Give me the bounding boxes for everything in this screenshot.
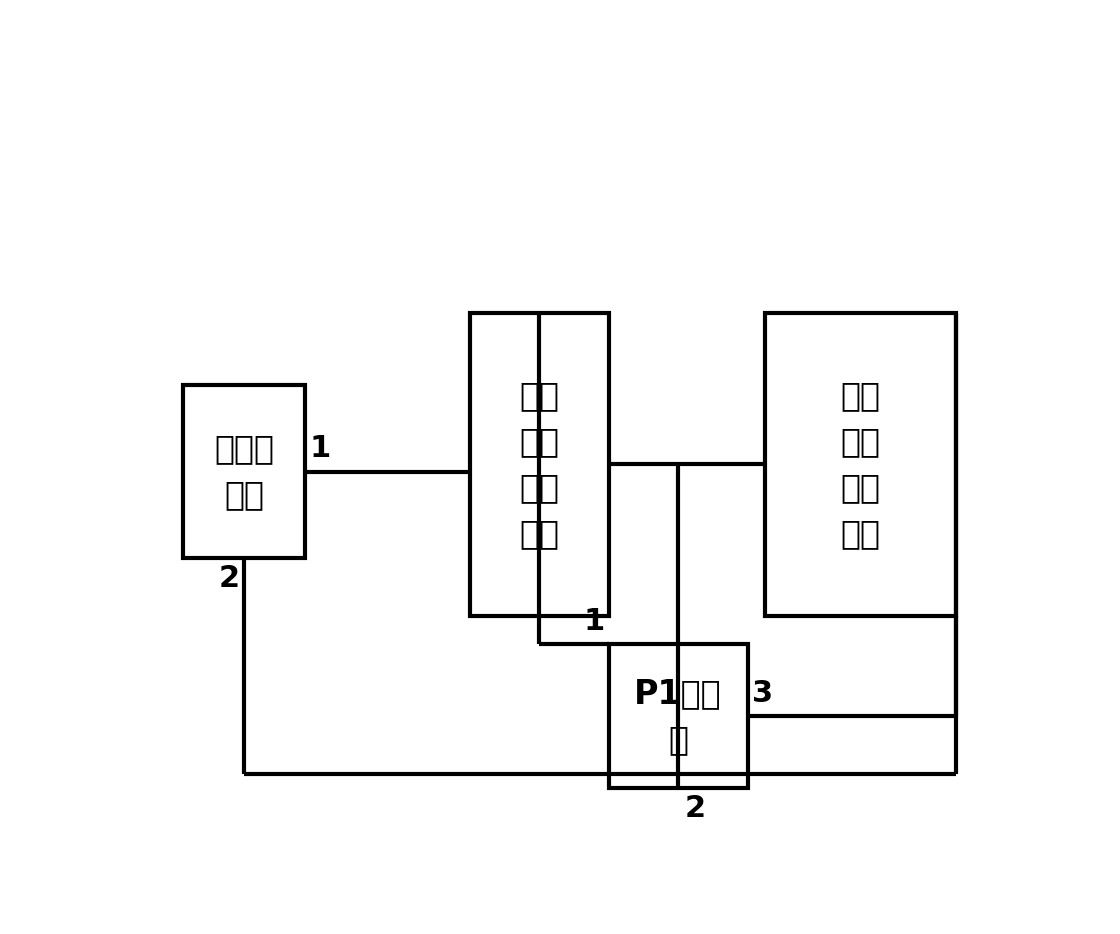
Bar: [470, 314, 609, 616]
Bar: [184, 386, 305, 558]
Bar: [765, 314, 955, 616]
Text: 3: 3: [752, 679, 773, 708]
Text: 同相
放大
电路
模块: 同相 放大 电路 模块: [520, 379, 559, 550]
Text: 1: 1: [584, 607, 605, 636]
Text: 1: 1: [309, 434, 330, 463]
Bar: [609, 644, 748, 788]
Text: 2: 2: [685, 794, 707, 823]
Text: 电压
跟随
电路
模块: 电压 跟随 电路 模块: [840, 379, 880, 550]
Text: P1连接
器: P1连接 器: [634, 677, 722, 756]
Text: 压电传
感器: 压电传 感器: [214, 432, 274, 511]
Text: 2: 2: [218, 564, 240, 593]
